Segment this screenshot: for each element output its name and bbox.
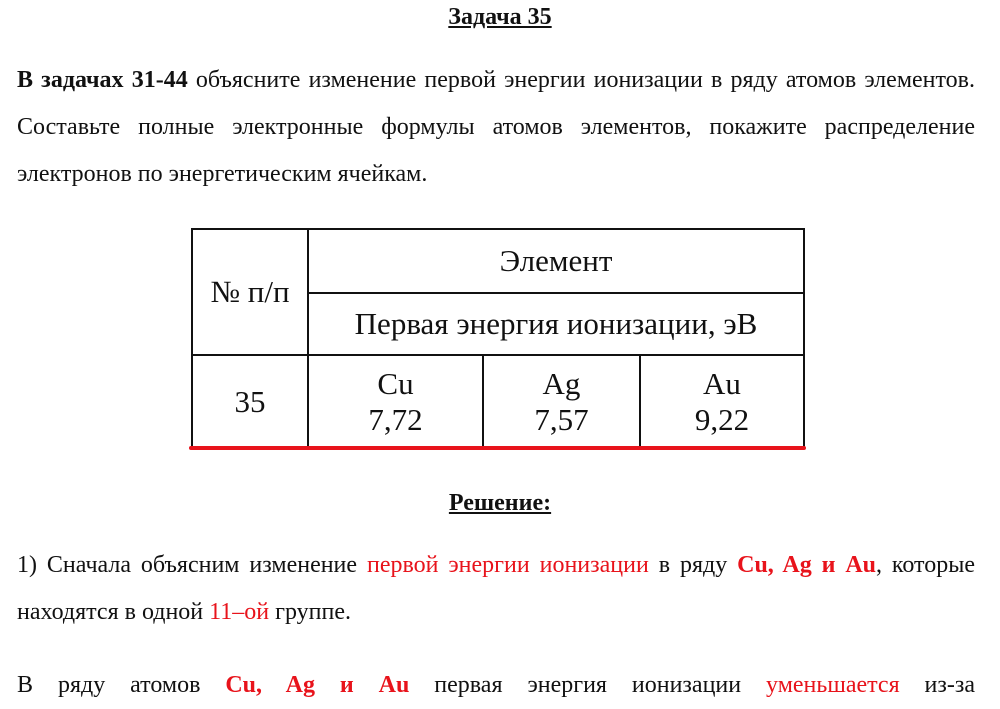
text: группе. (269, 599, 351, 625)
element-energy: 9,22 (694, 401, 750, 437)
task-text: объясните изменение первой энергии иониз… (17, 67, 976, 187)
highlight: первой энергии ионизации (366, 552, 649, 578)
col-num-header: № п/п (191, 228, 309, 356)
row-number: 35 (191, 354, 309, 449)
text: 1) Сначала объясним изменение (17, 552, 367, 578)
highlight: 11–ой (209, 599, 270, 625)
element-cell-au: Au 9,22 (639, 354, 805, 449)
element-symbol: Ag (542, 365, 581, 401)
text: из-за (899, 672, 975, 698)
task-range: В задачах 31-44 (17, 67, 188, 93)
element-header: Элемент (307, 228, 805, 294)
ionization-table: № п/п Элемент Первая энергия ионизации, … (191, 228, 805, 449)
highlight: Cu, Ag и Au (225, 672, 410, 698)
text: В ряду атомов (17, 672, 226, 698)
highlight: Cu, Ag и Au (737, 552, 877, 578)
element-symbol: Cu (377, 365, 414, 401)
task-statement: В задачах 31-44 объясните изменение перв… (17, 57, 975, 198)
element-cell-ag: Ag 7,57 (482, 354, 641, 449)
text: в ряду (648, 552, 738, 578)
task-title: Задача 35 (448, 4, 552, 30)
red-underline (189, 446, 806, 450)
highlight: уменьшается (766, 672, 900, 698)
energy-header: Первая энергия ионизации, эВ (307, 292, 805, 356)
element-cell-cu: Cu 7,72 (307, 354, 484, 449)
solution-paragraph-2: В ряду атомов Cu, Ag и Au первая энергия… (17, 662, 975, 709)
element-energy: 7,57 (534, 401, 589, 437)
solution-heading: Решение: (448, 490, 552, 516)
element-energy: 7,72 (368, 401, 423, 437)
text: , которые находятся в одной (17, 552, 975, 625)
element-symbol: Au (703, 365, 741, 401)
solution-paragraph-1: 1) Сначала объясним изменение первой эне… (17, 542, 975, 636)
text: первая энергия ионизации (409, 672, 767, 698)
